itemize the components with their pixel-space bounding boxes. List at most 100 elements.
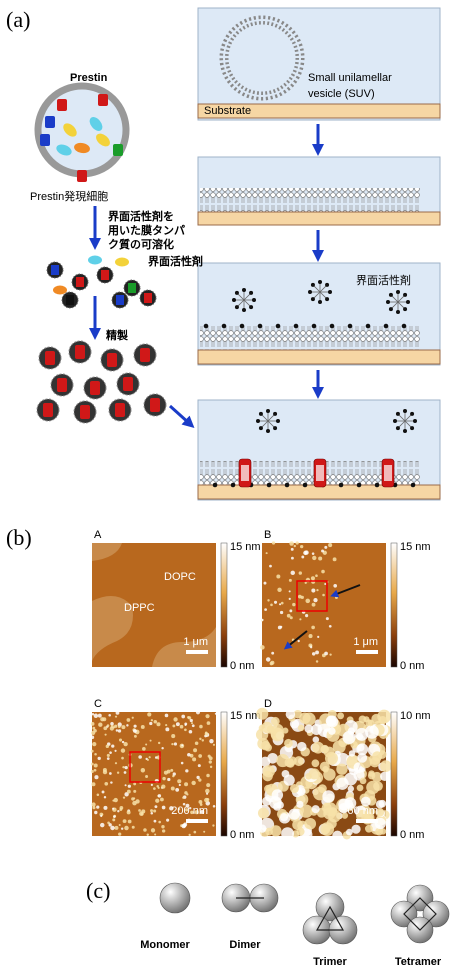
afm-particle xyxy=(153,787,156,790)
detergent-head xyxy=(273,412,277,416)
afm-particle xyxy=(192,757,196,761)
protein-band xyxy=(384,465,392,481)
page: {"panel_a": {"label": "(a)", "prestin": … xyxy=(0,0,453,972)
prestin xyxy=(43,403,53,417)
detergent-head xyxy=(325,283,329,287)
detergent xyxy=(267,483,272,488)
form-label: Tetramer xyxy=(395,956,442,968)
figure: Small unilamellar vesicle (SUV) Substrat… xyxy=(0,0,453,972)
detergent-head xyxy=(406,300,410,304)
afm-particle xyxy=(174,742,177,745)
afm-particle xyxy=(207,721,211,725)
afm-particle xyxy=(322,790,334,802)
afm-particle xyxy=(91,782,95,786)
afm-particle xyxy=(264,582,267,585)
afm-particle xyxy=(258,808,269,819)
purification-label: 精製 xyxy=(106,328,129,342)
cell xyxy=(38,86,126,174)
scale-min: 0 nm xyxy=(400,829,424,841)
image-letter: D xyxy=(264,698,272,710)
afm-particle xyxy=(299,712,310,723)
afm-particle xyxy=(91,722,95,726)
detergent xyxy=(285,483,290,488)
afm-particle xyxy=(294,756,304,766)
afm-particle xyxy=(150,809,153,812)
afm-particle xyxy=(304,818,316,830)
detergent-head xyxy=(276,419,280,423)
afm-particle xyxy=(91,735,95,739)
afm-particle xyxy=(202,739,204,741)
membrane-protein xyxy=(40,134,50,146)
afm-particle xyxy=(305,614,308,617)
afm-particle xyxy=(112,818,115,821)
afm-particle xyxy=(292,603,295,606)
afm-particle xyxy=(121,748,125,752)
afm-particle xyxy=(165,727,169,731)
detergent-head xyxy=(318,280,322,284)
detergent-head xyxy=(235,291,239,295)
afm-particle xyxy=(125,766,128,769)
afm-particle xyxy=(124,826,128,830)
afm-particle xyxy=(206,793,208,795)
afm-particle xyxy=(158,742,160,744)
afm-particle xyxy=(291,571,295,575)
afm-particle xyxy=(131,797,134,800)
afm-particle xyxy=(296,801,303,808)
detergent xyxy=(411,483,416,488)
afm-particle xyxy=(335,596,338,599)
afm-particle xyxy=(98,757,101,760)
afm-particle xyxy=(124,771,127,774)
afm-particle xyxy=(92,742,96,746)
afm-particle xyxy=(111,725,114,728)
afm-particle xyxy=(301,556,304,559)
afm-particle xyxy=(121,827,123,829)
panel-label: (b) xyxy=(6,525,32,550)
afm-particle xyxy=(102,790,105,793)
afm-particle xyxy=(380,772,389,781)
afm-particle xyxy=(210,766,212,768)
afm-particle xyxy=(190,719,193,722)
afm-particle xyxy=(312,805,320,813)
detergent-head xyxy=(386,300,390,304)
afm-particle xyxy=(287,614,291,618)
figure-content: Small unilamellar vesicle (SUV) Substrat… xyxy=(6,7,449,968)
afm-particle xyxy=(94,775,98,779)
afm-particle xyxy=(269,565,272,568)
afm-particle xyxy=(213,744,215,746)
afm-particle xyxy=(305,552,307,554)
detergent-head xyxy=(396,412,400,416)
afm-particle xyxy=(91,750,94,753)
afm-particle xyxy=(107,821,110,824)
scale-bar-label: 60 nm xyxy=(347,805,378,817)
scale-max: 10 nm xyxy=(400,710,431,722)
afm-particle xyxy=(192,724,195,727)
afm-particle xyxy=(360,777,367,784)
afm-particle xyxy=(170,769,173,772)
color-scale xyxy=(221,712,227,836)
detergent-head xyxy=(259,412,263,416)
afm-particle xyxy=(312,742,324,754)
membrane-protein xyxy=(77,170,87,182)
afm-particle xyxy=(286,759,294,767)
detergent-head xyxy=(256,419,260,423)
afm-particle xyxy=(155,799,159,803)
afm-particle xyxy=(289,609,292,612)
afm-particle xyxy=(150,740,152,742)
afm-particle xyxy=(161,825,164,828)
afm-particle xyxy=(158,794,161,797)
afm-particle xyxy=(167,778,170,781)
detergent xyxy=(339,483,344,488)
afm-particle xyxy=(305,599,310,604)
afm-particle xyxy=(276,575,280,579)
afm-particle xyxy=(206,783,210,787)
color-scale xyxy=(391,712,397,836)
cell-label: Prestin発現細胞 xyxy=(30,189,108,203)
afm-particle xyxy=(291,548,294,551)
afm-particle xyxy=(270,661,274,665)
detergent-head xyxy=(249,291,253,295)
afm-particle xyxy=(119,808,122,811)
scale-bar-label: 1 μm xyxy=(353,636,378,648)
afm-particle xyxy=(147,834,149,836)
afm-particle xyxy=(311,626,315,630)
afm-particle xyxy=(133,790,136,793)
